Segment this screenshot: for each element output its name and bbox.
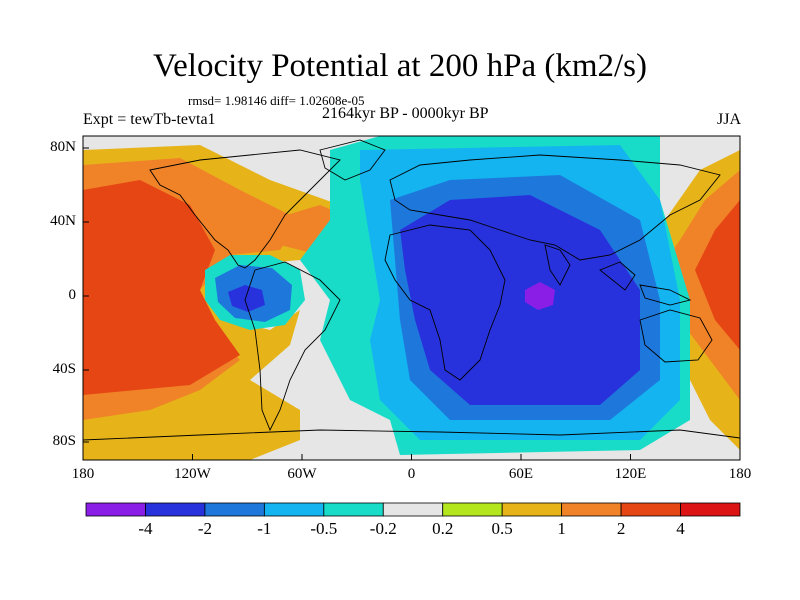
lon-label: 60W (287, 466, 317, 482)
lon-label: 180 (728, 466, 752, 482)
lat-label: 40N (50, 213, 76, 229)
colorbar-label: 0.5 (491, 519, 513, 538)
colorbar-swatch (501, 502, 563, 517)
lon-label: 120W (174, 466, 211, 482)
colorbar-swatch (263, 502, 325, 517)
colorbar-swatch (620, 502, 681, 517)
colorbar-label: 0.2 (432, 519, 454, 538)
stats-text: rmsd= 1.98146 diff= 1.02608e-05 (188, 93, 365, 108)
colorbar-swatch (561, 502, 622, 517)
colorbar-swatch (85, 502, 146, 517)
lat-label: 80N (50, 139, 76, 155)
colorbar-label: -1 (257, 519, 272, 538)
lon-label: 0 (407, 466, 416, 482)
lat-label: 80S (52, 433, 76, 449)
period-label: 2164kyr BP - 0000kyr BP (322, 105, 489, 122)
lon-label: 60E (508, 466, 534, 482)
colorbar-swatch (680, 502, 741, 517)
colorbar-swatch (382, 502, 444, 517)
colorbar-label: -2 (197, 519, 212, 538)
colorbar-label: -0.2 (369, 519, 397, 538)
colorbar-swatch (204, 502, 265, 517)
velocity-potential-field (83, 136, 740, 460)
colorbar-label: 2 (616, 519, 626, 538)
colorbar-swatch (442, 502, 503, 517)
colorbar-label: -0.5 (310, 519, 338, 538)
axis-ticks (82, 147, 741, 460)
colorbar-label: 4 (676, 519, 685, 538)
colorbar-swatch (323, 502, 384, 517)
colorbar-swatch (145, 502, 206, 517)
coastlines (83, 139, 740, 441)
colorbar-label: 1 (557, 519, 566, 538)
season-label: JJA (716, 111, 741, 128)
lon-label: 120E (614, 466, 647, 482)
lat-label: 40S (52, 361, 76, 377)
colorbar-label: -4 (138, 519, 153, 538)
experiment-label: Expt = tewTb-tevta1 (83, 111, 216, 128)
lat-label: 0 (68, 287, 77, 303)
map-title: Velocity Potential at 200 hPa (km2/s) (152, 48, 648, 84)
colorbar (85, 502, 741, 517)
lon-label: 180 (71, 466, 95, 482)
